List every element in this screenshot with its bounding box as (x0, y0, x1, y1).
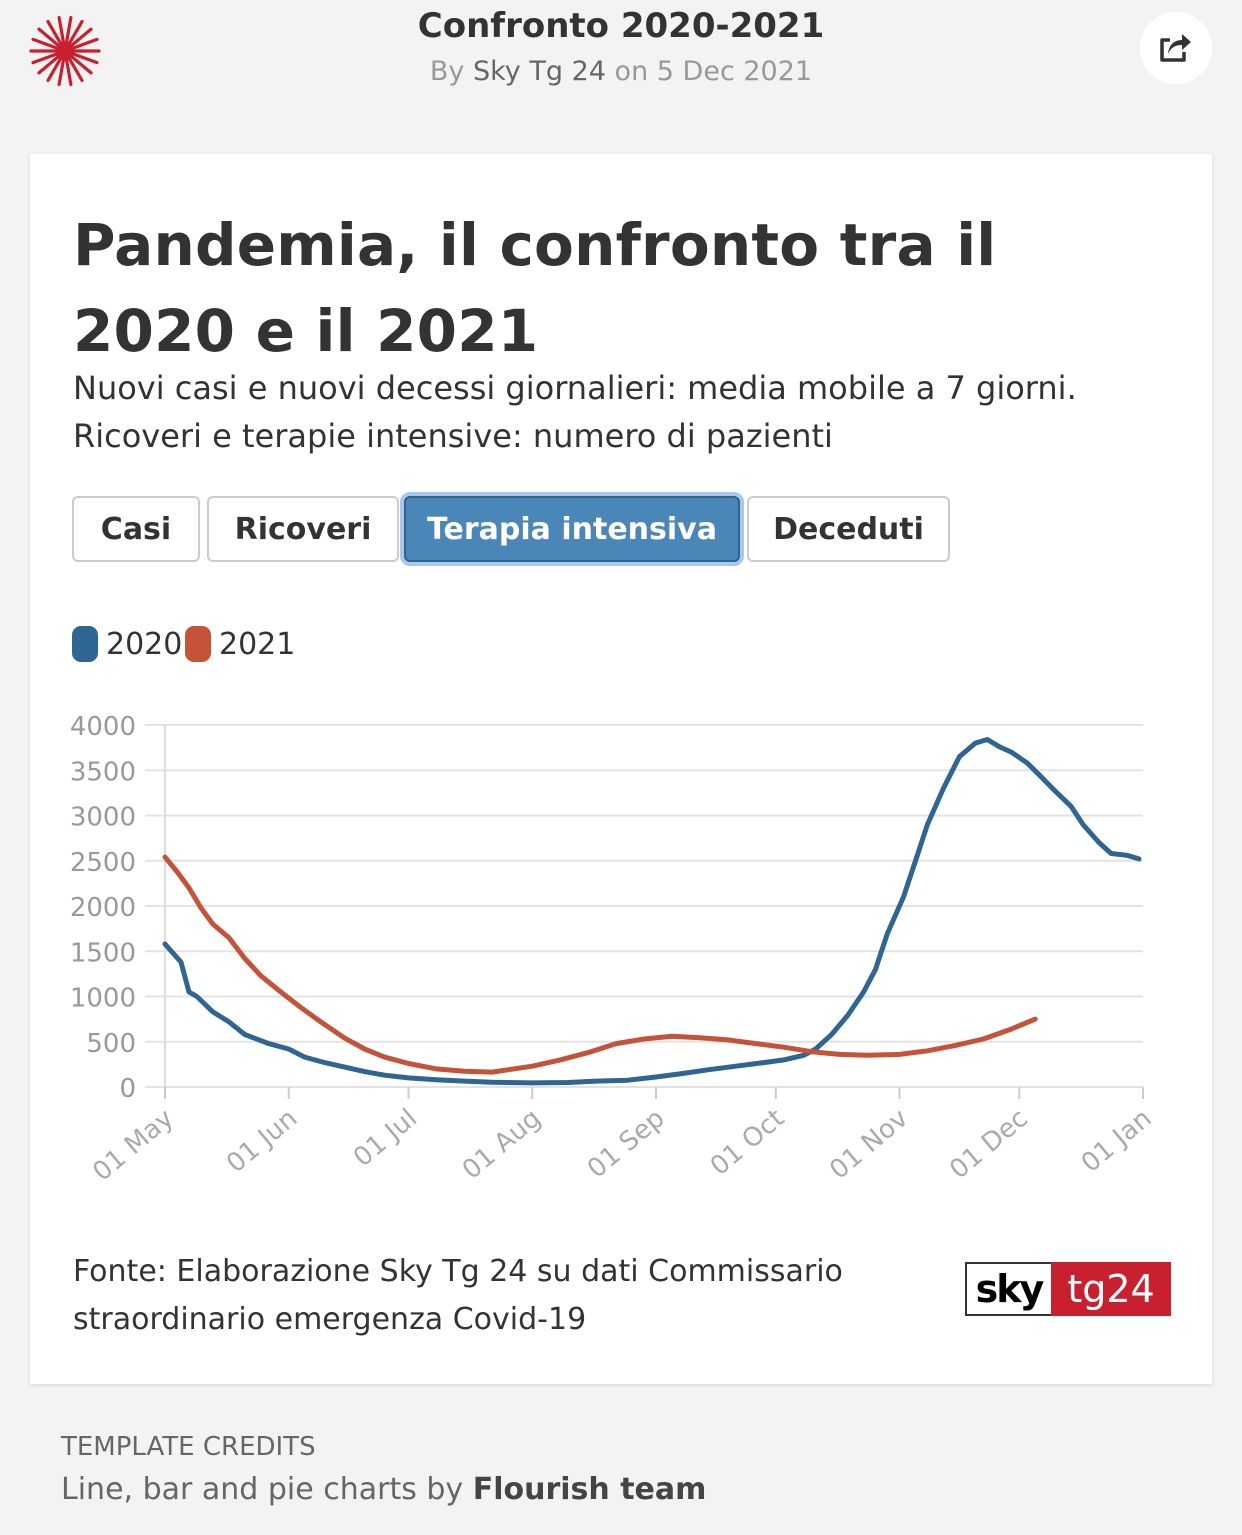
byline-date: 5 Dec 2021 (656, 56, 813, 87)
x-tick-label: 01 Nov (824, 1103, 914, 1185)
template-credits-label: TEMPLATE CREDITS (61, 1432, 316, 1462)
byline: By Sky Tg 24 on 5 Dec 2021 (0, 56, 1242, 87)
source-note: Fonte: Elaborazione Sky Tg 24 su dati Co… (73, 1254, 843, 1337)
legend-label-2021: 2021 (219, 626, 296, 662)
legend-item-2020[interactable]: 2020 (72, 626, 182, 662)
byline-date-prefix: on (614, 56, 649, 87)
y-tick-label: 2000 (70, 893, 136, 923)
flourish-burst-icon[interactable] (28, 14, 102, 88)
y-tick-label: 2500 (70, 848, 136, 878)
series-line-2020[interactable] (162, 737, 1142, 1086)
chart-card: Pandemia, il confronto tra il 2020 e il … (30, 154, 1212, 1384)
y-tick-label: 1500 (70, 938, 136, 968)
line-chart: 0 500 1000 1500 2000 2500 3000 3500 4000 01 May 01… (70, 712, 1158, 1187)
x-tick-label: 01 Jun (221, 1103, 303, 1179)
legend-label-2020: 2020 (106, 626, 183, 662)
y-tick-label: 3000 (70, 803, 136, 833)
chart-subtitle: Nuovi casi e nuovi decessi giornalieri: … (73, 369, 1077, 455)
credits-prefix: Line, bar and pie charts by (61, 1472, 464, 1507)
tab-terapia-intensiva[interactable]: Terapia intensiva (404, 496, 740, 562)
y-tick-label: 500 (86, 1029, 136, 1059)
x-tick-label: 01 Jul (348, 1103, 423, 1173)
x-tick-label: 01 May (87, 1103, 179, 1187)
x-tick-label: 01 Dec (944, 1103, 1034, 1185)
story-title: Confronto 2020-2021 (417, 6, 825, 46)
legend-item-2021[interactable]: 2021 (185, 626, 295, 662)
x-tick-label: 01 Oct (705, 1103, 790, 1181)
chart-headline: Pandemia, il confronto tra il 2020 e il … (73, 211, 997, 365)
tg24-logo-text: tg24 (1051, 1262, 1171, 1316)
y-tick-label: 0 (119, 1074, 136, 1104)
y-tick-label: 4000 (70, 712, 136, 742)
tab-deceduti[interactable]: Deceduti (747, 496, 950, 562)
template-credits-text: Line, bar and pie charts by Flourish tea… (61, 1472, 706, 1507)
top-bar: Confronto 2020-2021 By Sky Tg 24 on 5 De… (0, 0, 1242, 110)
tab-casi[interactable]: Casi (72, 496, 200, 562)
y-tick-label: 3500 (70, 757, 136, 787)
sky-logo-text: sky (965, 1262, 1051, 1316)
byline-prefix: By (429, 56, 465, 87)
byline-author[interactable]: Sky Tg 24 (473, 56, 606, 87)
series-line-2021[interactable] (162, 854, 1038, 1075)
x-tick-label: 01 Jan (1076, 1103, 1158, 1178)
x-tick-label: 01 Aug (457, 1103, 547, 1185)
tab-ricoveri[interactable]: Ricoveri (207, 496, 399, 562)
share-icon (1160, 34, 1191, 62)
legend-swatch-2020 (72, 626, 98, 662)
legend-swatch-2021 (185, 626, 211, 662)
y-tick-label: 1000 (70, 984, 136, 1014)
sky-tg24-logo: sky tg24 (965, 1262, 1171, 1316)
credits-author[interactable]: Flourish team (472, 1472, 707, 1507)
x-tick-label: 01 Sep (582, 1103, 671, 1184)
share-button[interactable] (1140, 12, 1212, 84)
